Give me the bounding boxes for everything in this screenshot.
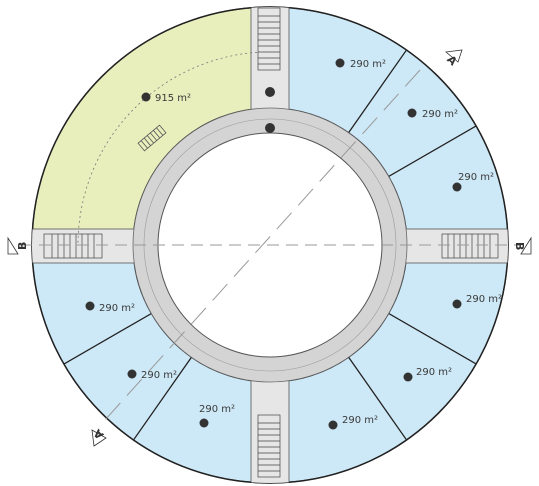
unit-area-label: 290 m²: [350, 59, 386, 70]
stair-south: [257, 414, 281, 478]
section-line-a: [104, 69, 421, 421]
unit-area-label: 290 m²: [416, 367, 452, 378]
unit-area-label: 290 m²: [342, 415, 378, 426]
unit-area-label: 915 m²: [155, 93, 191, 104]
section-marker-a-top: A: [444, 49, 463, 69]
unit-area-label: 290 m²: [422, 109, 458, 120]
unit-dot: [452, 299, 462, 309]
unit-area-label: 290 m²: [466, 294, 502, 305]
stair-north: [257, 7, 281, 71]
unit-dot: [85, 301, 95, 311]
unit-dot: [141, 92, 151, 102]
section-marker-a-bottom: A: [91, 426, 107, 447]
stair-west: [43, 233, 103, 259]
unit-dot: [328, 420, 338, 430]
unit-dot: [335, 58, 345, 68]
section-lines: [20, 69, 520, 421]
unit-area-label: 290 m²: [199, 404, 235, 415]
stair-east: [441, 233, 499, 259]
skylight-hatch: [137, 124, 167, 152]
unit-dot: [127, 369, 137, 379]
unit-area-label: 290 m²: [458, 172, 494, 183]
unit-dot: [452, 182, 462, 192]
unit-dot: [403, 372, 413, 382]
core-marker-north-1: [265, 87, 275, 97]
section-marker-b-left: B: [7, 236, 29, 255]
unit-area-label: 290 m²: [141, 370, 177, 381]
section-marker-b-right: B: [513, 236, 532, 255]
core-marker-north-2: [265, 123, 275, 133]
unit-area-label: 290 m²: [99, 303, 135, 314]
unit-dot: [407, 108, 417, 118]
stair-details: [43, 7, 499, 478]
section-b-left-label: B: [16, 242, 29, 250]
unit-labels: 915 m² 290 m² 290 m² 290 m² 290 m² 290 m…: [85, 58, 502, 430]
section-a-top-label: A: [444, 53, 460, 69]
core-south: [250, 377, 290, 483]
dashed-path-arc: [77, 51, 263, 244]
unit-dot: [199, 418, 209, 428]
section-b-right-label: B: [513, 242, 526, 250]
